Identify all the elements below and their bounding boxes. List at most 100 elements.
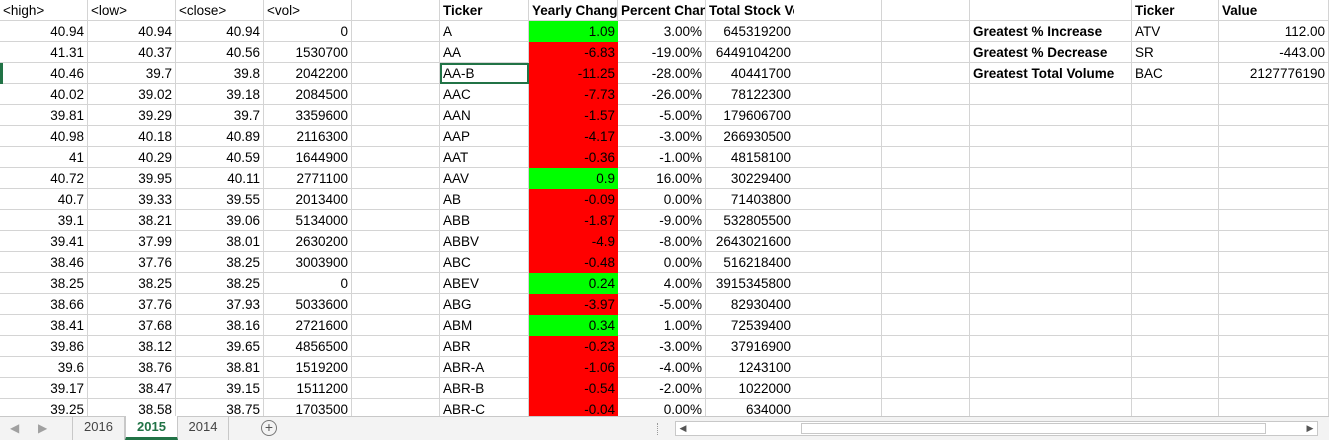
summary-label[interactable] bbox=[970, 84, 1132, 105]
empty-cell[interactable] bbox=[794, 252, 882, 273]
cell-percent-change[interactable]: -28.00% bbox=[618, 63, 706, 84]
summary-label[interactable] bbox=[970, 252, 1132, 273]
cell-yearly-change[interactable]: 0.24 bbox=[529, 273, 618, 294]
cell-low[interactable]: 38.12 bbox=[88, 336, 176, 357]
summary-label[interactable]: Greatest Total Volume bbox=[970, 63, 1132, 84]
cell-low[interactable]: 38.58 bbox=[88, 399, 176, 416]
summary-header-value[interactable]: Value bbox=[1219, 0, 1329, 21]
summary-ticker[interactable] bbox=[1132, 252, 1219, 273]
cell-high[interactable]: 39.1 bbox=[0, 210, 88, 231]
cell-low[interactable]: 40.18 bbox=[88, 126, 176, 147]
cell-ticker[interactable]: ABEV bbox=[440, 273, 529, 294]
cell-low[interactable]: 40.29 bbox=[88, 147, 176, 168]
summary-value[interactable] bbox=[1219, 147, 1329, 168]
cell-close[interactable]: 37.93 bbox=[176, 294, 264, 315]
cell-vol[interactable]: 0 bbox=[264, 273, 352, 294]
cell-high[interactable]: 39.81 bbox=[0, 105, 88, 126]
summary-value[interactable] bbox=[1219, 378, 1329, 399]
empty-cell[interactable] bbox=[794, 63, 882, 84]
cell-low[interactable]: 37.99 bbox=[88, 231, 176, 252]
summary-label[interactable] bbox=[970, 315, 1132, 336]
cell-vol[interactable]: 1530700 bbox=[264, 42, 352, 63]
cell-high[interactable]: 39.86 bbox=[0, 336, 88, 357]
empty-cell[interactable] bbox=[794, 294, 882, 315]
cell-ticker[interactable]: AAN bbox=[440, 105, 529, 126]
summary-ticker[interactable] bbox=[1132, 294, 1219, 315]
cell-close[interactable]: 39.65 bbox=[176, 336, 264, 357]
tab-2016[interactable]: 2016 bbox=[72, 416, 125, 440]
summary-label[interactable] bbox=[970, 126, 1132, 147]
empty-cell[interactable] bbox=[882, 231, 970, 252]
cell-vol[interactable]: 2721600 bbox=[264, 315, 352, 336]
empty-cell[interactable] bbox=[352, 126, 440, 147]
summary-label[interactable] bbox=[970, 231, 1132, 252]
empty-cell[interactable] bbox=[970, 0, 1132, 21]
cell-percent-change[interactable]: -3.00% bbox=[618, 126, 706, 147]
cell-ticker[interactable]: A bbox=[440, 21, 529, 42]
empty-cell[interactable] bbox=[352, 252, 440, 273]
cell-close[interactable]: 40.59 bbox=[176, 147, 264, 168]
summary-ticker[interactable] bbox=[1132, 189, 1219, 210]
cell-vol[interactable]: 3359600 bbox=[264, 105, 352, 126]
cell-ticker[interactable]: AAV bbox=[440, 168, 529, 189]
cell-total-volume[interactable]: 1243100 bbox=[706, 357, 794, 378]
cell-yearly-change[interactable]: -0.54 bbox=[529, 378, 618, 399]
cell-ticker[interactable]: ABB bbox=[440, 210, 529, 231]
summary-label[interactable] bbox=[970, 378, 1132, 399]
cell-high[interactable]: 39.6 bbox=[0, 357, 88, 378]
empty-cell[interactable] bbox=[882, 168, 970, 189]
cell-high[interactable]: 38.41 bbox=[0, 315, 88, 336]
header-total-volume[interactable]: Total Stock Volume bbox=[706, 0, 794, 21]
header-high[interactable]: <high> bbox=[0, 0, 88, 21]
triangle-left-icon[interactable]: ◀ bbox=[679, 423, 687, 433]
cell-ticker[interactable]: ABR-A bbox=[440, 357, 529, 378]
summary-label[interactable] bbox=[970, 336, 1132, 357]
cell-close[interactable]: 38.25 bbox=[176, 273, 264, 294]
summary-ticker[interactable] bbox=[1132, 399, 1219, 416]
cell-low[interactable]: 39.7 bbox=[88, 63, 176, 84]
cell-total-volume[interactable]: 30229400 bbox=[706, 168, 794, 189]
summary-ticker[interactable] bbox=[1132, 210, 1219, 231]
empty-cell[interactable] bbox=[352, 315, 440, 336]
cell-percent-change[interactable]: -3.00% bbox=[618, 336, 706, 357]
summary-value[interactable] bbox=[1219, 210, 1329, 231]
summary-label[interactable] bbox=[970, 294, 1132, 315]
cell-vol[interactable]: 5134000 bbox=[264, 210, 352, 231]
cell-total-volume[interactable]: 179606700 bbox=[706, 105, 794, 126]
cell-high[interactable]: 38.66 bbox=[0, 294, 88, 315]
empty-cell[interactable] bbox=[352, 357, 440, 378]
empty-cell[interactable] bbox=[794, 231, 882, 252]
header-close[interactable]: <close> bbox=[176, 0, 264, 21]
cell-total-volume[interactable]: 1022000 bbox=[706, 378, 794, 399]
cell-vol[interactable]: 2084500 bbox=[264, 84, 352, 105]
tab-2015[interactable]: 2015 bbox=[125, 416, 178, 440]
cell-vol[interactable]: 2771100 bbox=[264, 168, 352, 189]
cell-vol[interactable]: 4856500 bbox=[264, 336, 352, 357]
empty-cell[interactable] bbox=[882, 273, 970, 294]
cell-yearly-change[interactable]: 1.09 bbox=[529, 21, 618, 42]
cell-high[interactable]: 40.7 bbox=[0, 189, 88, 210]
cell-percent-change[interactable]: -1.00% bbox=[618, 147, 706, 168]
summary-value[interactable] bbox=[1219, 273, 1329, 294]
empty-cell[interactable] bbox=[794, 147, 882, 168]
cell-yearly-change[interactable]: 0.9 bbox=[529, 168, 618, 189]
cell-yearly-change[interactable]: -0.36 bbox=[529, 147, 618, 168]
summary-ticker[interactable] bbox=[1132, 336, 1219, 357]
cell-high[interactable]: 39.41 bbox=[0, 231, 88, 252]
cell-high[interactable]: 38.46 bbox=[0, 252, 88, 273]
cell-close[interactable]: 39.18 bbox=[176, 84, 264, 105]
cell-total-volume[interactable]: 72539400 bbox=[706, 315, 794, 336]
summary-value[interactable] bbox=[1219, 252, 1329, 273]
empty-cell[interactable] bbox=[882, 378, 970, 399]
cell-total-volume[interactable]: 78122300 bbox=[706, 84, 794, 105]
cell-ticker[interactable]: ABG bbox=[440, 294, 529, 315]
cell-total-volume[interactable]: 3915345800 bbox=[706, 273, 794, 294]
cell-ticker[interactable]: AAC bbox=[440, 84, 529, 105]
cell-high[interactable]: 40.98 bbox=[0, 126, 88, 147]
empty-cell[interactable] bbox=[794, 210, 882, 231]
cell-low[interactable]: 39.33 bbox=[88, 189, 176, 210]
cell-vol[interactable]: 1519200 bbox=[264, 357, 352, 378]
cell-ticker[interactable]: AAP bbox=[440, 126, 529, 147]
scrollbar-thumb[interactable] bbox=[801, 423, 1266, 434]
empty-cell[interactable] bbox=[352, 210, 440, 231]
